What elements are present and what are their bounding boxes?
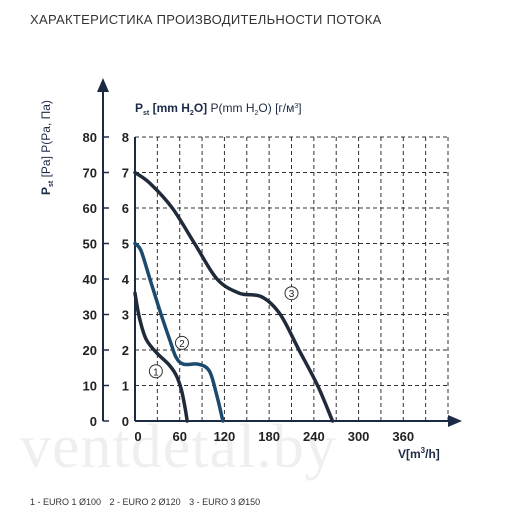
x-tick-label: 180 [258, 429, 280, 444]
curve-2 [133, 241, 225, 423]
y-tick-label-pa: 40 [83, 272, 97, 287]
y-axis-label-pa: Pst [Pa] P(Pa, Па) [39, 100, 55, 195]
legend-footer: 1 - EURO 1 Ø100 2 - EURO 2 Ø120 3 - EURO… [30, 497, 266, 507]
y-tick-label-pa: 80 [83, 130, 97, 145]
y-tick-label-pa: 0 [90, 414, 97, 429]
y-tick-label-mm: 0 [122, 414, 129, 429]
legend-item-3: 3 - EURO 3 Ø150 [189, 497, 261, 507]
x-tick-label: 300 [348, 429, 370, 444]
y-tick-label-mm: 2 [122, 343, 129, 358]
x-tick-label: 240 [303, 429, 325, 444]
x-tick-label: 120 [214, 429, 236, 444]
y-tick-label-mm: 5 [122, 237, 129, 252]
legend-item-2: 2 - EURO 2 Ø120 [109, 497, 181, 507]
y-tick-label-pa: 30 [83, 308, 97, 323]
chart-title: ХАРАКТЕРИСТИКА ПРОИЗВОДИТЕЛЬНОСТИ ПОТОКА [30, 12, 382, 27]
x-tick-label: 60 [172, 429, 186, 444]
chart-grid [135, 136, 449, 421]
y-tick-label-pa: 20 [83, 343, 97, 358]
curve-3 [133, 170, 335, 423]
legend-item-1: 1 - EURO 1 Ø100 [30, 497, 102, 507]
x-tick-label: 360 [392, 429, 414, 444]
y-tick-label-mm: 6 [122, 201, 129, 216]
curve-marker-1 [148, 364, 163, 379]
y-tick-label-mm: 3 [122, 308, 129, 323]
y-tick-label-pa: 10 [83, 379, 97, 394]
curve-marker-label-3: 3 [289, 289, 295, 300]
y-tick-label-pa: 60 [83, 201, 97, 216]
curve-1 [133, 291, 189, 423]
y-tick-label-mm: 1 [122, 379, 129, 394]
y-tick-label-pa: 70 [83, 166, 97, 181]
curve-marker-label-1: 1 [153, 367, 159, 378]
watermark: ventdetal.by [20, 413, 337, 481]
chart-curves [133, 170, 335, 423]
curve-marker-label-2: 2 [179, 339, 185, 350]
y-tick-label-mm: 4 [122, 272, 130, 287]
y-tick-label-mm: 7 [122, 166, 129, 181]
y-tick-label-pa: 50 [83, 237, 97, 252]
y-axis-label-mm: Pst [mm H2O] P(mm H2O) [г/м3] [135, 101, 302, 117]
x-tick-label: 0 [134, 429, 141, 444]
curve-marker-3 [284, 286, 299, 301]
x-axis-arrow [448, 415, 462, 427]
y-tick-label-mm: 8 [122, 130, 129, 145]
x-axis-label: V[m3/h] [398, 446, 440, 461]
y-axis-pa-arrow [97, 78, 109, 92]
curve-marker-2 [174, 335, 189, 350]
